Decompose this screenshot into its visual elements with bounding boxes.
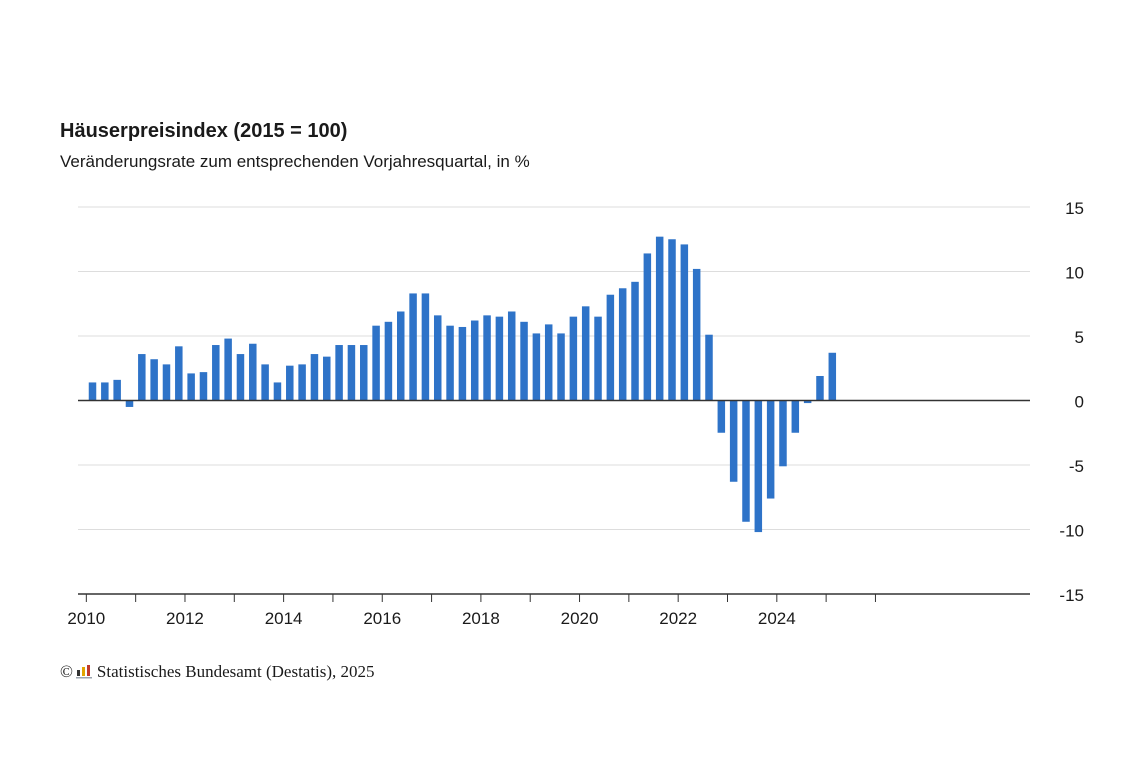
bar-2015-Q1 — [335, 345, 343, 401]
bar-2019-Q3 — [557, 333, 565, 401]
bar-2011-Q1 — [138, 354, 146, 401]
bar-2014-Q1 — [286, 365, 294, 401]
copyright-notice: © Statistisches Bundesamt (Destatis), 20… — [60, 662, 375, 682]
bar-2016-Q1 — [384, 321, 393, 401]
bar-2010-Q1 — [88, 382, 97, 401]
bar-2016-Q4 — [421, 293, 430, 401]
bar-2012-Q4 — [224, 338, 232, 401]
bar-2012-Q2 — [199, 372, 208, 401]
bar-2021-Q3 — [655, 236, 664, 401]
bar-2011-Q3 — [162, 364, 171, 401]
bar-2020-Q3 — [606, 294, 615, 401]
y-tick-label: 0 — [1075, 393, 1084, 412]
bars — [88, 236, 837, 533]
bar-2013-Q3 — [261, 364, 269, 401]
bar-2022-Q3 — [705, 334, 713, 401]
x-tick-label: 2022 — [659, 609, 697, 628]
x-tick-label: 2016 — [363, 609, 401, 628]
bar-2010-Q3 — [113, 379, 121, 401]
bar-2016-Q3 — [409, 293, 417, 401]
bar-2020-Q2 — [594, 316, 602, 401]
bar-2023-Q4 — [766, 400, 775, 499]
y-axis-labels: 15 10 5 0 -5 -10 -15 — [1059, 199, 1084, 605]
bar-2019-Q2 — [544, 324, 553, 401]
bar-2021-Q4 — [668, 239, 676, 401]
bar-2014-Q3 — [310, 354, 319, 401]
bar-2021-Q2 — [643, 253, 652, 401]
bar-2018-Q3 — [507, 311, 516, 401]
bar-2010-Q2 — [101, 382, 109, 401]
x-tick-label: 2012 — [166, 609, 204, 628]
bar-2017-Q4 — [470, 320, 479, 401]
copyright-source: Statistisches Bundesamt (Destatis), 2025 — [96, 662, 375, 681]
bar-2022-Q1 — [680, 244, 689, 401]
bar-2020-Q4 — [618, 288, 627, 401]
bar-2023-Q1 — [729, 400, 738, 482]
bar-2021-Q1 — [631, 281, 639, 401]
bar-2012-Q3 — [212, 345, 220, 401]
y-tick-label: 5 — [1075, 328, 1084, 347]
bar-2015-Q3 — [360, 345, 368, 401]
bar-2020-Q1 — [581, 306, 590, 401]
bar-2019-Q4 — [569, 316, 578, 401]
bar-2017-Q1 — [433, 315, 442, 401]
bar-2024-Q4 — [816, 375, 824, 401]
bar-2013-Q4 — [273, 382, 282, 401]
bar-2023-Q3 — [754, 400, 763, 533]
copyright-symbol: © — [60, 662, 73, 681]
bar-2015-Q2 — [347, 345, 356, 401]
bar-2015-Q4 — [372, 325, 380, 401]
bar-2011-Q2 — [150, 359, 158, 401]
bar-2011-Q4 — [175, 346, 183, 401]
bar-2024-Q2 — [791, 400, 800, 433]
bar-2012-Q1 — [187, 373, 195, 401]
x-axis-labels: 2010 2012 2014 2016 2018 2020 2022 2024 — [67, 609, 795, 628]
bar-2022-Q4 — [717, 400, 726, 433]
bar-2023-Q2 — [742, 400, 750, 522]
x-tick-label: 2010 — [67, 609, 105, 628]
y-tick-label: 10 — [1065, 264, 1084, 283]
chart-subtitle: Veränderungsrate zum entsprechenden Vorj… — [60, 152, 530, 171]
x-tick-label: 2014 — [265, 609, 303, 628]
bar-2014-Q4 — [323, 356, 331, 401]
grid-lines — [78, 206, 1030, 530]
bar-2013-Q2 — [249, 343, 257, 401]
bar-2019-Q1 — [532, 333, 541, 401]
bar-2025-Q1 — [828, 352, 837, 401]
bar-2016-Q2 — [397, 311, 405, 401]
y-tick-label: -5 — [1069, 457, 1084, 476]
bar-2010-Q4 — [125, 400, 134, 407]
bar-2017-Q2 — [446, 325, 454, 401]
bar-2018-Q4 — [520, 321, 528, 401]
x-tick-label: 2024 — [758, 609, 796, 628]
chart-title: Häuserpreisindex (2015 = 100) — [60, 120, 348, 142]
bar-2024-Q3 — [803, 400, 812, 404]
y-tick-label: -15 — [1059, 586, 1084, 605]
bar-2013-Q1 — [236, 354, 245, 401]
bar-2024-Q1 — [779, 400, 787, 467]
bar-2022-Q2 — [692, 268, 701, 401]
bar-2014-Q2 — [298, 364, 306, 401]
bar-2018-Q2 — [495, 316, 504, 401]
bar-2018-Q1 — [483, 315, 491, 401]
x-axis — [78, 399, 1030, 602]
bar-2017-Q3 — [458, 326, 467, 401]
y-tick-label: 15 — [1065, 199, 1084, 218]
x-tick-label: 2018 — [462, 609, 500, 628]
destatis-logo-icon — [75, 665, 92, 679]
x-tick-label: 2020 — [561, 609, 599, 628]
y-tick-label: -10 — [1059, 522, 1084, 541]
